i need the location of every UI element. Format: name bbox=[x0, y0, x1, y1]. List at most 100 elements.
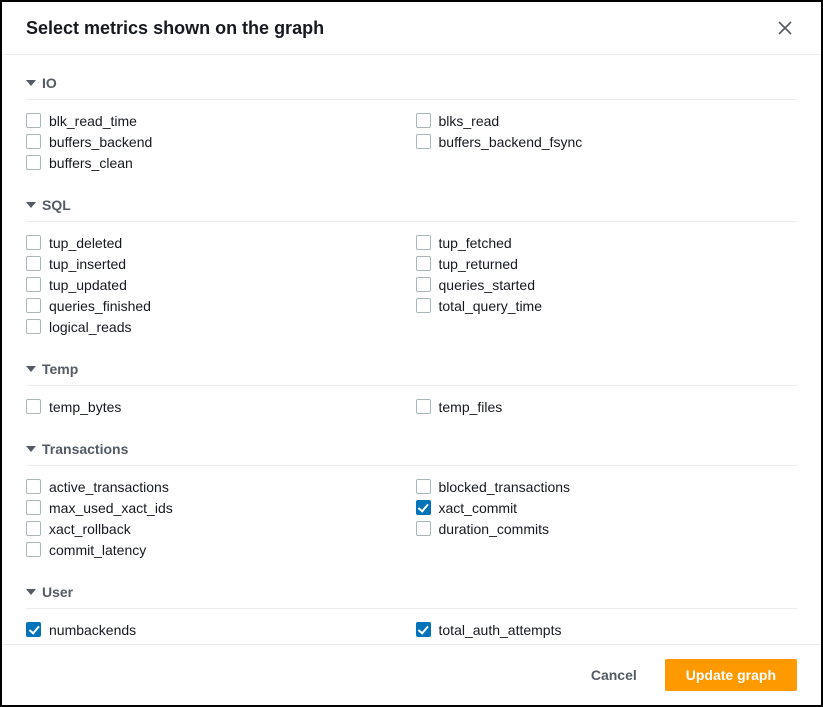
metrics-section: Temp temp_bytes temp_files bbox=[26, 355, 797, 421]
section-header[interactable]: Transactions bbox=[26, 435, 797, 466]
metric-label: tup_inserted bbox=[49, 256, 126, 272]
checkbox[interactable] bbox=[26, 113, 41, 128]
metric-option[interactable]: blk_read_time bbox=[26, 110, 408, 131]
metric-option[interactable]: tup_updated bbox=[26, 274, 408, 295]
close-button[interactable] bbox=[773, 16, 797, 40]
metric-option[interactable]: buffers_backend bbox=[26, 131, 408, 152]
checkbox[interactable] bbox=[26, 319, 41, 334]
checkbox[interactable] bbox=[416, 479, 431, 494]
metric-label: numbackends bbox=[49, 622, 136, 638]
checkbox[interactable] bbox=[26, 479, 41, 494]
metric-label: active_transactions bbox=[49, 479, 169, 495]
checkbox[interactable] bbox=[26, 500, 41, 515]
metric-label: tup_fetched bbox=[439, 235, 512, 251]
metrics-grid: active_transactions blocked_transactionsm… bbox=[26, 466, 797, 564]
metric-label: xact_rollback bbox=[49, 521, 131, 537]
metric-option[interactable]: tup_deleted bbox=[26, 232, 408, 253]
section-title: Temp bbox=[42, 361, 78, 377]
section-header[interactable]: User bbox=[26, 578, 797, 609]
section-header[interactable]: IO bbox=[26, 69, 797, 100]
section-title: Transactions bbox=[42, 441, 128, 457]
metrics-section: Transactions active_transactions blocked_t… bbox=[26, 435, 797, 564]
metric-option[interactable]: duration_commits bbox=[416, 518, 798, 539]
metric-option[interactable]: temp_bytes bbox=[26, 396, 408, 417]
dialog-footer: Cancel Update graph bbox=[2, 644, 821, 705]
metric-option[interactable]: queries_started bbox=[416, 274, 798, 295]
metric-label: xact_commit bbox=[439, 500, 518, 516]
checkbox[interactable] bbox=[26, 235, 41, 250]
metrics-scroll-area[interactable]: IOblk_read_timeblks_readbuffers_backendb… bbox=[2, 55, 821, 644]
metrics-section: SQLtup_deletedtup_fetchedtup_insertedtup… bbox=[26, 191, 797, 341]
checkbox[interactable] bbox=[416, 235, 431, 250]
checkbox[interactable] bbox=[26, 542, 41, 557]
metrics-grid: blk_read_timeblks_readbuffers_backendbuf… bbox=[26, 100, 797, 177]
metric-label: buffers_backend_fsync bbox=[439, 134, 583, 150]
metric-option[interactable]: blocked_transactions bbox=[416, 476, 798, 497]
chevron-down-icon bbox=[26, 366, 36, 372]
section-title: User bbox=[42, 584, 73, 600]
metric-option[interactable]: buffers_clean bbox=[26, 152, 408, 173]
metric-option[interactable]: max_used_xact_ids bbox=[26, 497, 408, 518]
checkbox[interactable] bbox=[26, 155, 41, 170]
checkbox[interactable] bbox=[26, 277, 41, 292]
checkbox[interactable] bbox=[416, 521, 431, 536]
metrics-grid: numbackends total_auth_attempts bbox=[26, 609, 797, 644]
checkbox[interactable] bbox=[416, 134, 431, 149]
metric-option[interactable]: xact_commit bbox=[416, 497, 798, 518]
chevron-down-icon bbox=[26, 446, 36, 452]
metric-label: blks_read bbox=[439, 113, 500, 129]
metric-option[interactable]: commit_latency bbox=[26, 539, 408, 560]
metric-label: temp_bytes bbox=[49, 399, 121, 415]
dialog-body: IOblk_read_timeblks_readbuffers_backendb… bbox=[2, 55, 821, 644]
checkbox[interactable] bbox=[416, 399, 431, 414]
checkbox[interactable] bbox=[26, 399, 41, 414]
metrics-grid: temp_bytes temp_files bbox=[26, 386, 797, 421]
metric-option[interactable]: active_transactions bbox=[26, 476, 408, 497]
checkbox[interactable] bbox=[416, 113, 431, 128]
metric-option[interactable]: tup_inserted bbox=[26, 253, 408, 274]
metric-label: commit_latency bbox=[49, 542, 146, 558]
checkbox[interactable] bbox=[416, 256, 431, 271]
metric-label: duration_commits bbox=[439, 521, 550, 537]
metric-option[interactable]: xact_rollback bbox=[26, 518, 408, 539]
metric-option[interactable]: buffers_backend_fsync bbox=[416, 131, 798, 152]
checkbox[interactable] bbox=[416, 298, 431, 313]
metric-label: tup_returned bbox=[439, 256, 518, 272]
metric-label: buffers_clean bbox=[49, 155, 133, 171]
checkbox[interactable] bbox=[26, 298, 41, 313]
metric-option[interactable]: logical_reads bbox=[26, 316, 408, 337]
checkbox[interactable] bbox=[26, 521, 41, 536]
section-header[interactable]: Temp bbox=[26, 355, 797, 386]
checkbox[interactable] bbox=[26, 622, 41, 637]
metrics-grid: tup_deleted tup_fetched tup_inserted tup_re… bbox=[26, 222, 797, 341]
metric-label: temp_files bbox=[439, 399, 503, 415]
metric-option[interactable]: queries_finished bbox=[26, 295, 408, 316]
dialog-frame: Select metrics shown on the graph IO blk_… bbox=[0, 0, 823, 707]
metric-option[interactable]: total_auth_attempts bbox=[416, 619, 798, 640]
checkbox[interactable] bbox=[416, 277, 431, 292]
metric-label: queries_finished bbox=[49, 298, 151, 314]
metrics-section: User numbackends total_auth_attempts bbox=[26, 578, 797, 644]
metric-label: max_used_xact_ids bbox=[49, 500, 173, 516]
checkbox[interactable] bbox=[416, 500, 431, 515]
section-header[interactable]: SQL bbox=[26, 191, 797, 222]
chevron-down-icon bbox=[26, 80, 36, 86]
checkbox[interactable] bbox=[26, 134, 41, 149]
metric-option[interactable]: tup_fetched bbox=[416, 232, 798, 253]
metric-label: tup_deleted bbox=[49, 235, 122, 251]
metric-option[interactable]: total_query_time bbox=[416, 295, 798, 316]
metric-option[interactable]: numbackends bbox=[26, 619, 408, 640]
section-title: SQL bbox=[42, 197, 71, 213]
update-graph-button[interactable]: Update graph bbox=[665, 659, 797, 691]
section-title: IO bbox=[42, 75, 57, 91]
checkbox[interactable] bbox=[26, 256, 41, 271]
close-icon bbox=[778, 21, 792, 35]
metric-option[interactable]: tup_returned bbox=[416, 253, 798, 274]
dialog-header: Select metrics shown on the graph bbox=[2, 2, 821, 55]
checkbox[interactable] bbox=[416, 622, 431, 637]
metric-option[interactable]: temp_files bbox=[416, 396, 798, 417]
cancel-button[interactable]: Cancel bbox=[571, 660, 657, 690]
metric-option[interactable]: blks_read bbox=[416, 110, 798, 131]
metrics-section: IOblk_read_timeblks_readbuffers_backendb… bbox=[26, 69, 797, 177]
metric-label: blk_read_time bbox=[49, 113, 137, 129]
